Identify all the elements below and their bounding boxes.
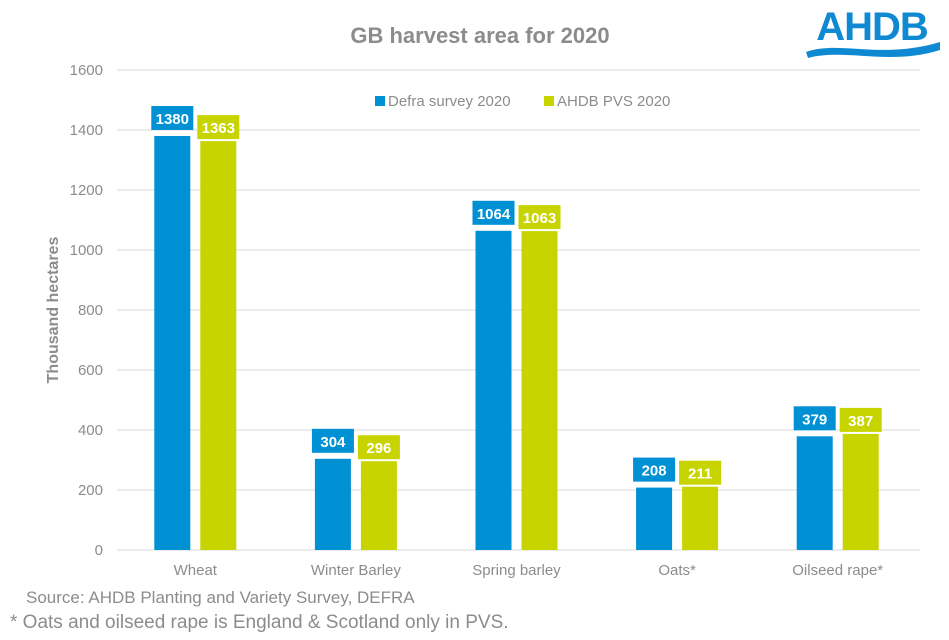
- bar-ahdb: [682, 486, 719, 550]
- x-tick-label: Spring barley: [472, 562, 561, 579]
- y-tick-label: 0: [95, 542, 103, 559]
- x-tick-label: Wheat: [174, 562, 218, 579]
- data-label-box: [311, 428, 354, 453]
- bar-defra: [636, 487, 673, 550]
- data-label-box: [472, 200, 515, 225]
- legend: Defra survey 2020 AHDB PVS 2020: [375, 93, 670, 110]
- ahdb-logo: AHDB: [806, 5, 940, 58]
- y-axis-ticks: 0 200 400 600 800 1000 1200 1400 1600: [70, 62, 103, 559]
- bar-ahdb: [521, 231, 558, 550]
- data-label-box: [793, 406, 836, 431]
- bar-defra: [154, 136, 191, 550]
- y-tick-label: 800: [78, 302, 103, 319]
- data-label-box: [151, 106, 194, 130]
- data-label: 1063: [523, 210, 556, 227]
- bars: 1380 1363 304 296 1064 1063 208 211 379 387: [151, 106, 882, 551]
- y-tick-label: 1400: [70, 122, 103, 139]
- legend-label: Defra survey 2020: [388, 93, 511, 110]
- y-tick-label: 200: [78, 482, 103, 499]
- data-label: 208: [642, 463, 667, 480]
- footnote: * Oats and oilseed rape is England & Sco…: [10, 612, 509, 633]
- bar-defra: [475, 230, 512, 551]
- legend-swatch: [544, 96, 554, 106]
- data-label-box: [633, 457, 676, 482]
- legend-swatch: [375, 96, 385, 106]
- legend-item: Defra survey 2020: [375, 93, 511, 110]
- legend-label: AHDB PVS 2020: [557, 93, 670, 110]
- data-label: 1064: [477, 206, 511, 223]
- y-tick-label: 1000: [70, 242, 103, 259]
- data-label: 1380: [156, 111, 189, 128]
- bar-ahdb: [842, 433, 879, 550]
- bar-ahdb: [360, 461, 397, 550]
- x-tick-label: Oilseed rape*: [792, 562, 883, 579]
- x-tick-label: Oats*: [658, 562, 696, 579]
- data-label: 304: [320, 434, 346, 451]
- data-label-box: [518, 205, 561, 230]
- data-label: 387: [848, 413, 873, 430]
- data-label: 1363: [202, 120, 235, 137]
- data-label: 379: [802, 411, 827, 428]
- y-tick-label: 1200: [70, 182, 103, 199]
- legend-item: AHDB PVS 2020: [544, 93, 670, 110]
- data-label-box: [839, 407, 882, 432]
- data-label: 296: [366, 440, 391, 457]
- gridlines: [117, 69, 920, 551]
- bar-defra: [314, 458, 351, 550]
- data-label-box: [357, 435, 400, 460]
- logo-text: AHDB: [816, 5, 928, 49]
- bar-defra: [796, 436, 833, 550]
- data-label: 211: [688, 466, 712, 483]
- logo-wave-icon: [806, 42, 940, 58]
- y-tick-label: 600: [78, 362, 103, 379]
- data-label-box: [679, 460, 722, 485]
- source-note: Source: AHDB Planting and Variety Survey…: [26, 588, 415, 607]
- chart-title: GB harvest area for 2020: [350, 23, 609, 48]
- y-axis-label: Thousand hectares: [45, 237, 62, 384]
- y-tick-label: 1600: [70, 62, 103, 79]
- x-axis-ticks: Wheat Winter Barley Spring barley Oats* Oils…: [174, 562, 884, 579]
- bar-ahdb: [200, 141, 237, 550]
- y-tick-label: 400: [78, 422, 103, 439]
- x-tick-label: Winter Barley: [311, 562, 402, 579]
- data-label-box: [197, 115, 240, 140]
